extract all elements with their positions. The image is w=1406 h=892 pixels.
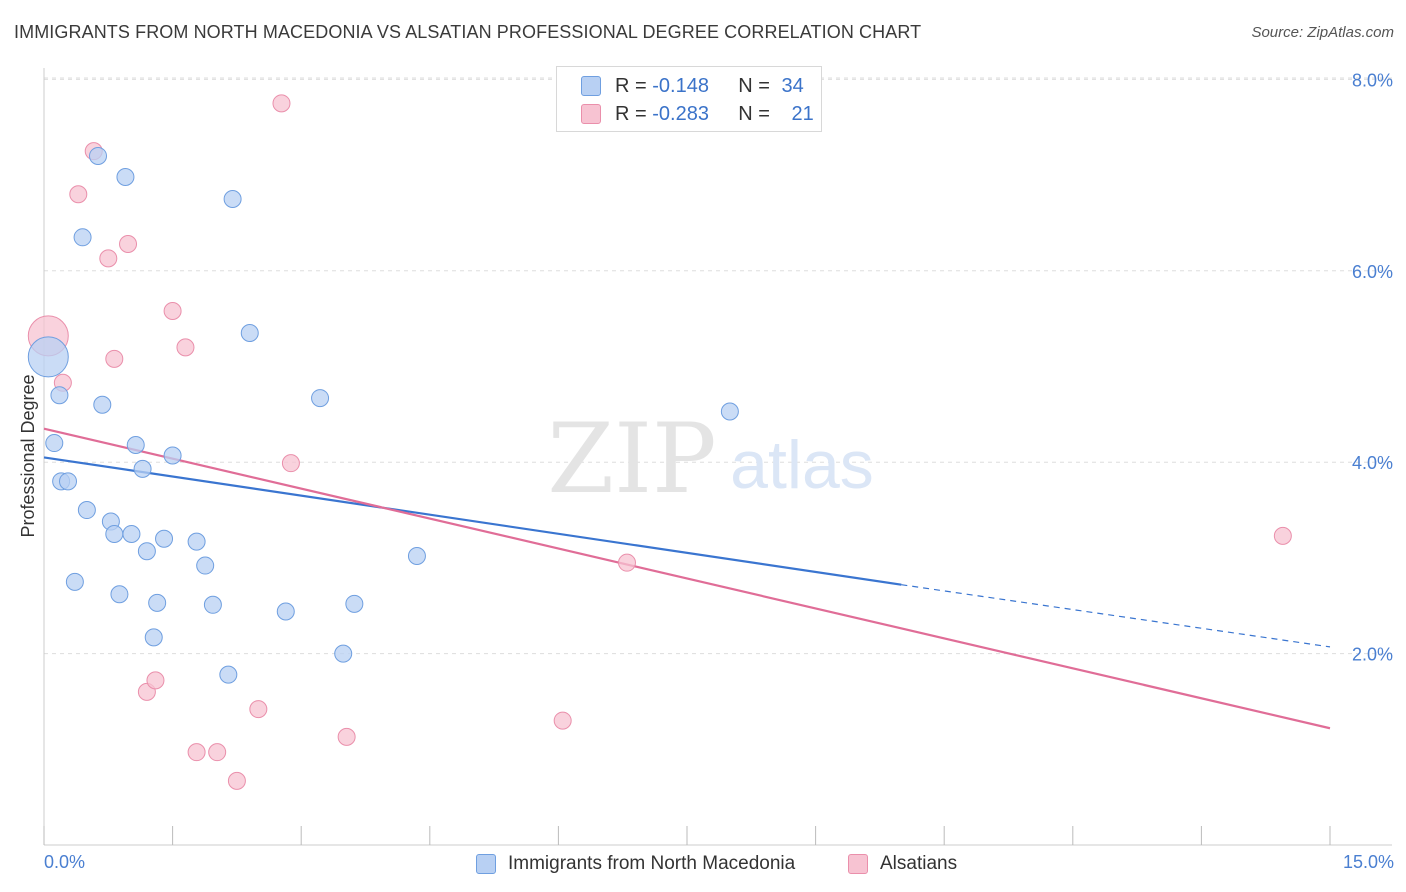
point-north-macedonia [73,228,92,247]
point-alsatians [146,671,165,690]
point-north-macedonia [196,556,215,575]
blue-swatch [581,76,601,96]
point-north-macedonia [77,501,96,520]
point-north-macedonia [720,402,739,421]
point-alsatians [163,301,182,320]
point-north-macedonia [116,168,135,187]
point-north-macedonia [276,602,295,621]
point-alsatians [208,743,227,762]
point-alsatians [272,94,291,113]
point-alsatians [227,771,246,790]
watermark-zip: ZIP [547,403,716,515]
point-alsatians [119,235,138,254]
point-alsatians [617,553,636,572]
r-value: -0.283 [652,102,709,125]
y-axis-label: Professional Degree [18,374,38,537]
point-north-macedonia [137,542,156,561]
point-north-macedonia [93,395,112,414]
point-alsatians [281,454,300,473]
point-north-macedonia [122,524,141,543]
point-north-macedonia [223,190,242,209]
point-north-macedonia [240,324,259,343]
y-tick-label: 4.0% [1352,453,1393,473]
point-alsatians [553,711,572,730]
point-north-macedonia [311,389,330,408]
pink-swatch [848,854,868,874]
n-value: 34 [781,74,804,97]
watermark-atlas: atlas [730,427,874,503]
point-north-macedonia [345,594,364,613]
point-north-macedonia [334,644,353,663]
trend-line-north-macedonia [43,456,902,586]
point-alsatians [187,743,206,762]
n-value: 21 [791,102,814,125]
point-north-macedonia [50,386,69,405]
y-tick-label: 8.0% [1352,70,1393,90]
legend-item-alsatians: Alsatians [848,851,957,877]
point-north-macedonia [133,459,152,478]
point-north-macedonia [59,472,78,491]
point-north-macedonia [203,595,222,614]
point-north-macedonia [187,532,206,551]
stats-legend: R = -0.148 N = 34 R = -0.283 N = 21 [556,66,822,132]
point-north-macedonia [163,446,182,465]
r-value: -0.148 [652,74,709,97]
n-label: N = [738,102,770,125]
trend-line-north-macedonia-extension [901,584,1331,648]
point-alsatians [176,338,195,357]
x-tick-max: 15.0% [1342,852,1394,872]
pink-swatch [581,104,601,124]
point-alsatians [1273,526,1292,545]
point-north-macedonia [126,435,145,454]
point-north-macedonia [27,336,69,378]
point-north-macedonia [155,529,174,548]
point-alsatians [105,349,124,368]
legend-label: Alsatians [880,853,958,874]
y-tick-label: 2.0% [1352,645,1393,665]
point-north-macedonia [65,572,84,591]
r-label: R = [615,102,647,125]
point-alsatians [99,249,118,268]
point-north-macedonia [148,593,167,612]
point-north-macedonia [219,665,238,684]
point-north-macedonia [45,434,64,453]
point-north-macedonia [144,628,163,647]
point-north-macedonia [89,146,108,165]
source-label: Source: ZipAtlas.com [1251,24,1394,41]
legend-item-north-macedonia: Immigrants from North Macedonia [476,851,795,877]
stats-legend-row-pink: R = -0.283 N = 21 [581,99,814,129]
stats-legend-row-blue: R = -0.148 N = 34 [581,71,804,101]
trend-line-alsatians [43,427,1331,730]
point-alsatians [337,727,356,746]
x-tick-min: 0.0% [44,852,86,872]
blue-swatch [476,854,496,874]
point-alsatians [69,185,88,204]
chart-title: IMMIGRANTS FROM NORTH MACEDONIA VS ALSAT… [14,22,922,42]
legend-label: Immigrants from North Macedonia [508,853,796,874]
r-label: R = [615,74,647,97]
n-label: N = [738,74,770,97]
point-north-macedonia [110,585,129,604]
point-alsatians [249,700,268,719]
y-tick-label: 6.0% [1352,262,1393,282]
point-north-macedonia [407,546,426,565]
point-north-macedonia [105,524,124,543]
